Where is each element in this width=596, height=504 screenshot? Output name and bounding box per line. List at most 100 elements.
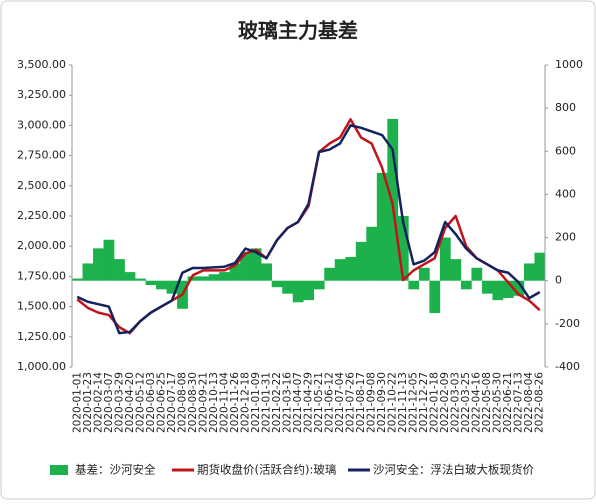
x-tick-label: 2020-04-20	[124, 372, 136, 433]
x-tick-label: 2020-10-13	[208, 372, 220, 433]
x-tick-label: 2022-05-08	[481, 372, 493, 433]
x-tick-label: 2022-03-25	[460, 372, 472, 433]
basis-bar	[334, 259, 346, 281]
basis-bar	[303, 280, 315, 301]
x-tick-label: 2020-08-08	[176, 372, 188, 433]
y2-tick-label: 200	[555, 231, 576, 244]
basis-bar	[366, 226, 378, 281]
legend-label: 基差：沙河安全	[75, 463, 156, 477]
basis-bar	[523, 263, 535, 281]
basis-bar	[145, 280, 157, 286]
x-tick-label: 2021-07-04	[334, 372, 346, 433]
x-tick-label: 2020-07-17	[166, 372, 178, 433]
y-tick-label: 3,250.00	[17, 88, 66, 101]
y-tick-label: 1,750.00	[17, 269, 66, 282]
x-tick-label: 2021-09-08	[366, 372, 378, 433]
x-tick-label: 2021-07-26	[345, 372, 357, 433]
x-tick-label: 2020-01-23	[82, 372, 94, 433]
x-tick-label: 2020-05-12	[134, 372, 146, 433]
y-tick-label: 1,250.00	[17, 330, 66, 343]
basis-bar	[219, 272, 230, 281]
x-tick-label: 2020-08-30	[187, 372, 199, 433]
x-tick-label: 2020-11-26	[229, 372, 241, 433]
basis-bar	[471, 267, 483, 281]
basis-bar	[355, 241, 367, 281]
y-tick-label: 3,000.00	[17, 118, 66, 131]
y-tick-label: 2,250.00	[17, 209, 66, 222]
x-tick-label: 2022-03-03	[450, 372, 462, 433]
basis-bar	[103, 239, 115, 281]
basis-bar	[135, 278, 146, 281]
basis-bar	[387, 118, 399, 281]
x-tick-label: 2021-02-22	[271, 372, 283, 433]
basis-bar	[229, 263, 241, 281]
basis-bar	[114, 259, 125, 281]
basis-bar	[166, 280, 178, 294]
y-tick-label: 2,000.00	[17, 239, 66, 252]
y-tick-label: 2,500.00	[17, 179, 66, 192]
legend-label: 沙河安全：浮法白玻大板现货价	[373, 463, 534, 477]
x-tick-label: 2021-11-13	[397, 372, 409, 433]
y2-tick-label: 600	[555, 144, 576, 157]
basis-bar	[450, 259, 462, 281]
x-tick-label: 2020-09-21	[197, 372, 209, 433]
x-tick-label: 2020-03-29	[113, 372, 125, 433]
x-tick-label: 2021-04-29	[303, 372, 315, 433]
x-tick-label: 2020-12-18	[239, 372, 251, 433]
x-tick-label: 2021-04-07	[292, 372, 304, 433]
y-tick-label: 3,500.00	[17, 58, 66, 71]
x-tick-label: 2022-02-09	[439, 372, 451, 433]
legend-label: 期货收盘价(活跃合约):玻璃	[197, 463, 336, 477]
y2-tick-label: 1000	[555, 58, 583, 71]
x-tick-label: 2021-09-30	[376, 372, 388, 433]
y-tick-label: 2,750.00	[17, 149, 66, 162]
basis-bar	[492, 280, 504, 301]
y2-tick-label: 400	[555, 187, 576, 200]
x-tick-label: 2021-12-05	[408, 372, 420, 433]
x-tick-label: 2021-08-17	[355, 372, 367, 433]
basis-bar	[439, 237, 451, 281]
x-tick-label: 2021-12-27	[418, 372, 430, 433]
x-tick-label: 2022-05-30	[492, 372, 504, 433]
x-tick-label: 2022-07-13	[513, 372, 525, 433]
basis-bar	[397, 216, 409, 281]
x-tick-label: 2021-06-12	[324, 372, 336, 433]
x-tick-label: 2020-11-04	[218, 372, 230, 433]
basis-bar	[502, 280, 514, 298]
y2-tick-label: 0	[555, 274, 562, 287]
y-tick-label: 1,500.00	[17, 300, 66, 313]
basis-bar	[429, 280, 441, 314]
x-tick-label: 2020-02-14	[92, 372, 104, 433]
x-tick-label: 2020-03-07	[103, 372, 115, 433]
basis-bar	[82, 263, 94, 281]
y2-tick-label: -200	[555, 317, 580, 330]
legend-swatch	[50, 465, 68, 475]
basis-bar	[418, 267, 430, 281]
x-tick-label: 2022-08-26	[534, 372, 546, 433]
basis-bar	[292, 280, 304, 303]
x-tick-label: 2021-03-16	[281, 372, 293, 433]
basis-bar	[271, 280, 283, 288]
basis-bar	[481, 280, 493, 294]
basis-bar	[250, 248, 262, 281]
basis-bar	[240, 252, 251, 281]
x-tick-label: 2022-04-16	[471, 372, 483, 433]
x-tick-label: 2020-06-03	[145, 372, 157, 433]
y-tick-label: 1,000.00	[17, 360, 66, 373]
basis-bar	[261, 263, 273, 281]
basis-bar	[408, 280, 420, 290]
basis-bar	[198, 276, 209, 281]
x-tick-label: 2021-01-31	[260, 372, 272, 433]
price-line	[76, 124, 541, 335]
basis-bar	[324, 267, 336, 281]
x-tick-label: 2022-01-18	[429, 372, 441, 433]
x-tick-label: 2020-06-25	[155, 372, 167, 433]
basis-bar	[345, 256, 357, 281]
basis-bar	[156, 280, 167, 290]
basis-bar	[460, 280, 472, 290]
x-tick-label: 2021-01-09	[250, 372, 262, 433]
basis-bar	[534, 252, 546, 281]
basis-bar	[72, 278, 83, 281]
